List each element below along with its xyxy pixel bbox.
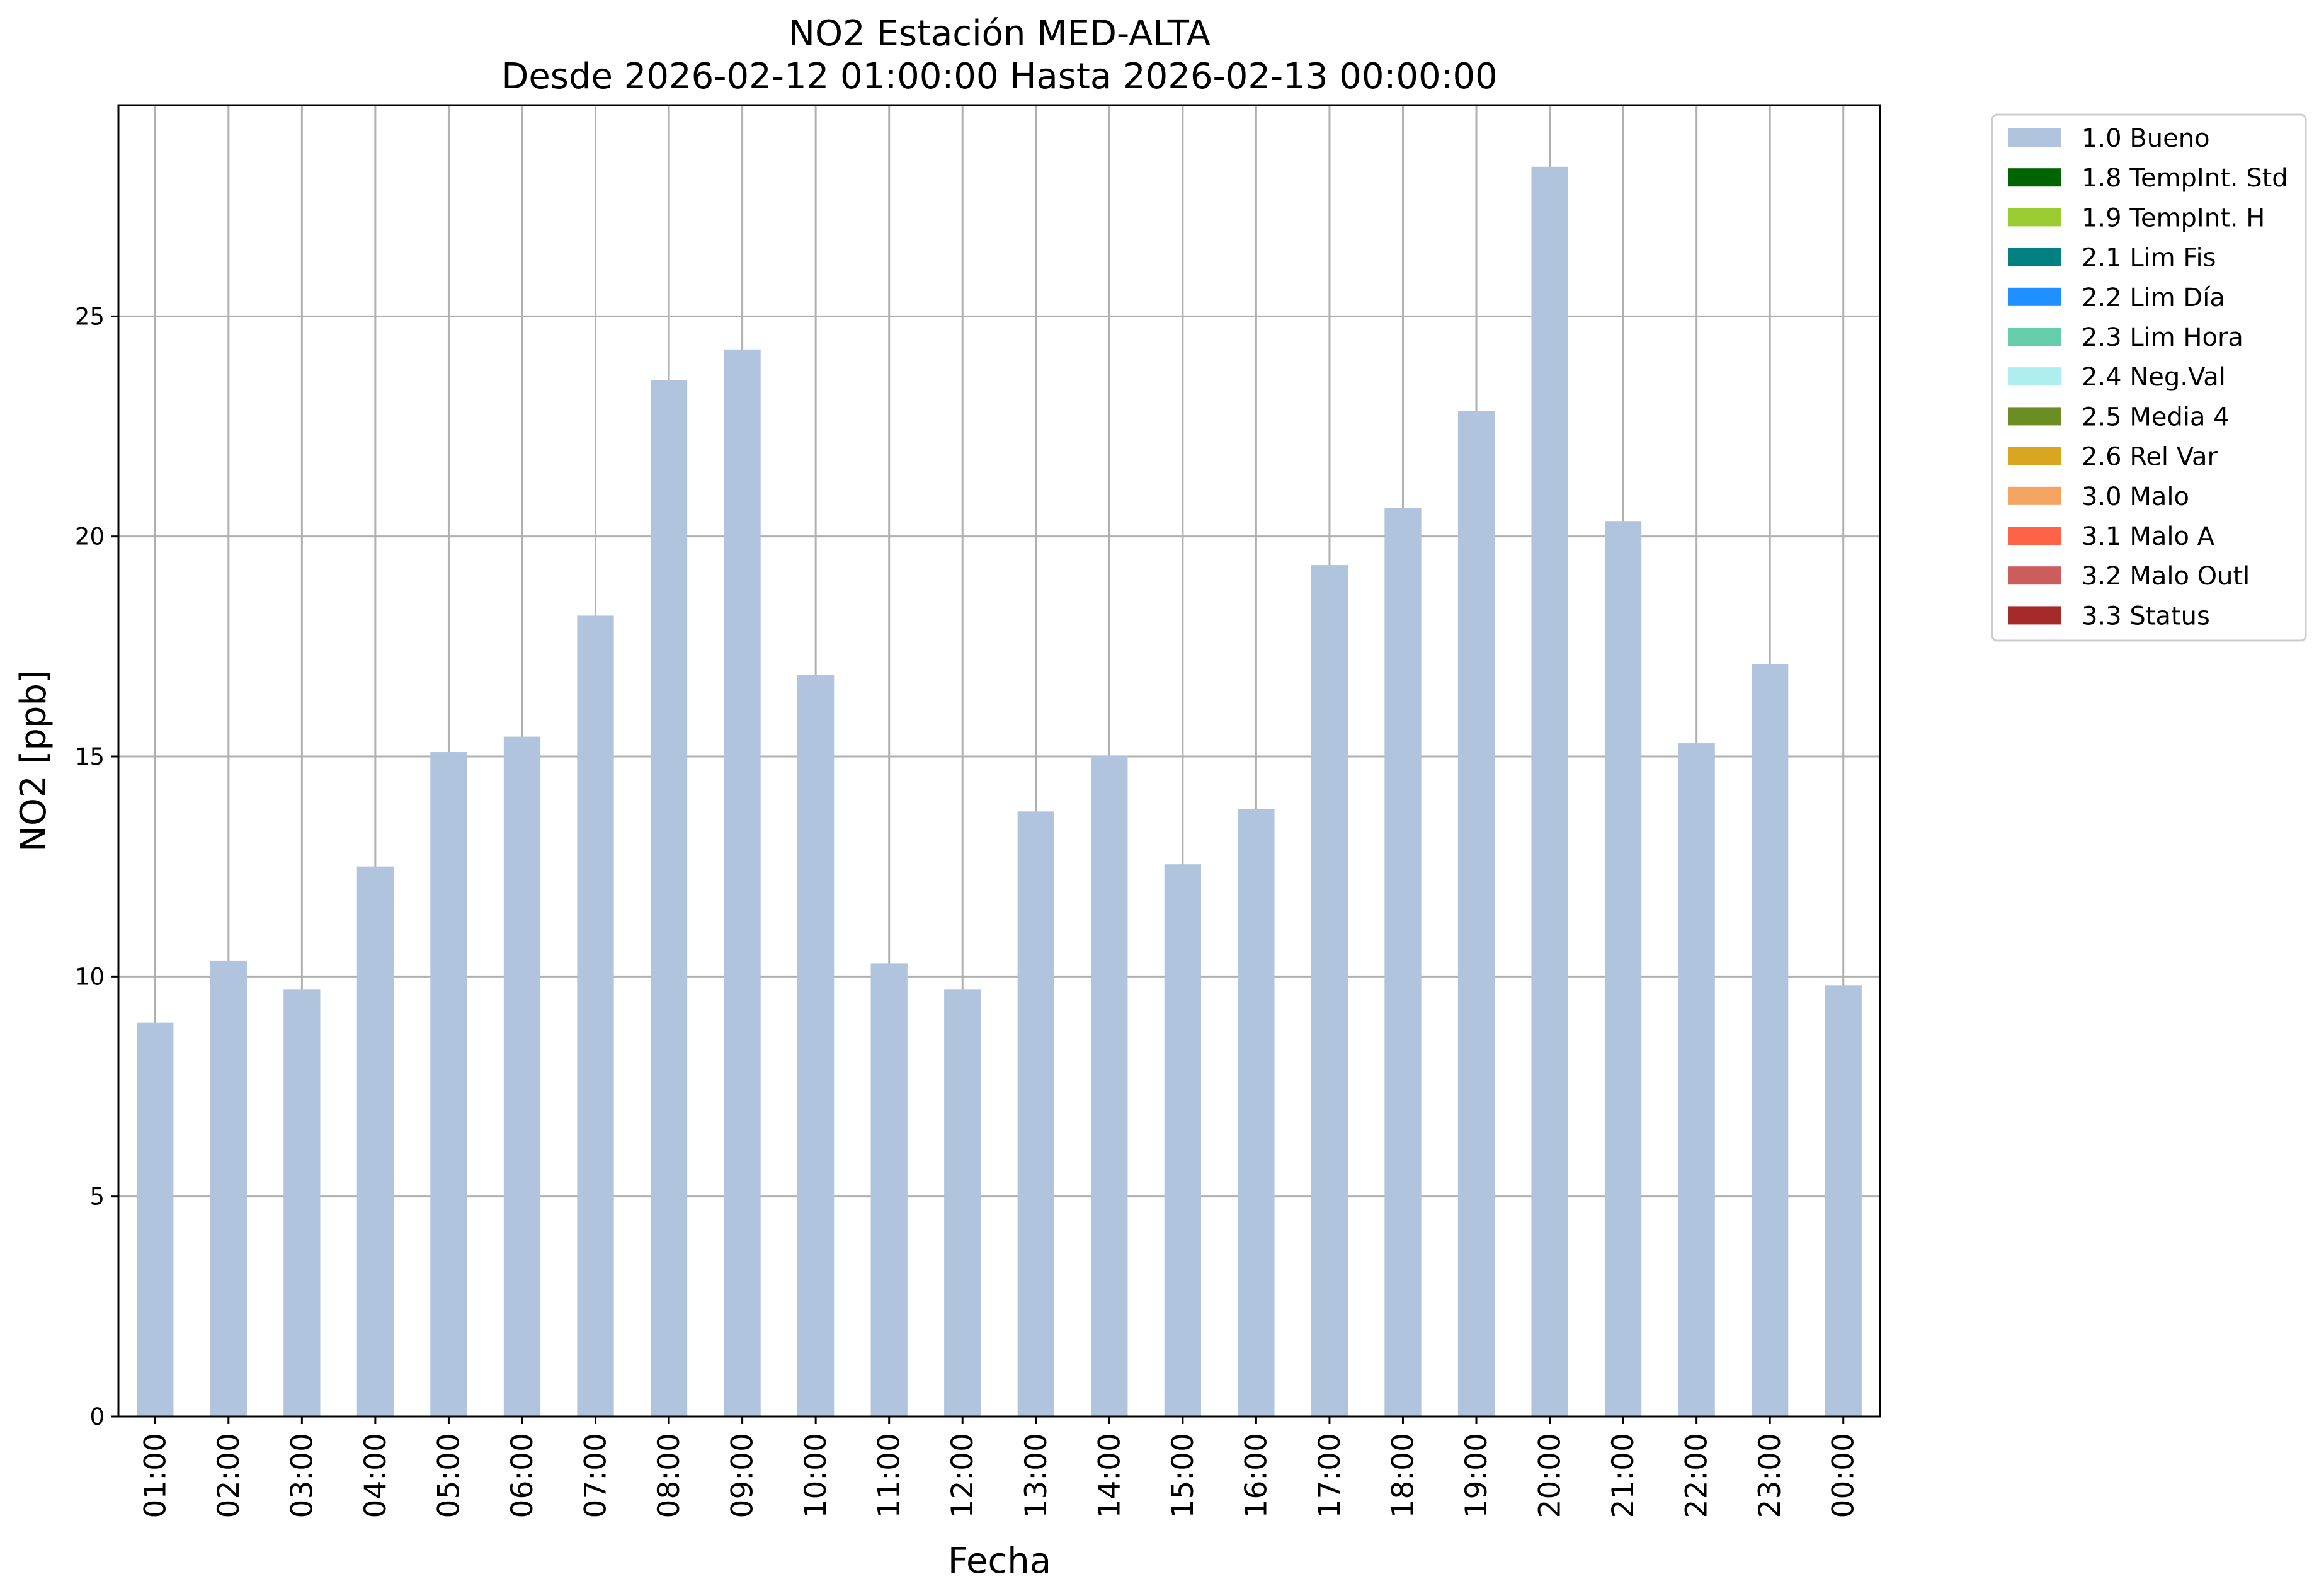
bar-1300 [1017,811,1054,1416]
legend-swatch [2008,287,2061,306]
y-tick-label: 20 [75,523,105,550]
x-tick-label: 17:00 [1313,1433,1347,1518]
x-tick-label: 12:00 [945,1433,980,1518]
bar-2100 [1604,521,1642,1416]
legend-swatch [2008,527,2061,545]
bar-2200 [1678,743,1715,1416]
legend-label: 1.8 TempInt. Std [2082,164,2288,193]
chart-subtitle: Desde 2026-02-12 01:00:00 Hasta 2026-02-… [501,56,1498,97]
legend-swatch [2008,168,2061,187]
legend-label: 2.4 Neg.Val [2082,363,2226,392]
x-tick-label: 20:00 [1533,1433,1568,1518]
legend-swatch [2008,566,2061,585]
x-tick-label: 18:00 [1386,1433,1420,1518]
legend-label: 1.9 TempInt. H [2082,203,2265,232]
chart-title: NO2 Estación MED-ALTA [789,13,1211,54]
legend: 1.0 Bueno 1.8 TempInt. Std 1.9 TempInt. H 2… [1991,113,2307,642]
x-tick-label: 06:00 [505,1433,540,1518]
legend-label: 2.1 Lim Fis [2082,244,2216,273]
y-axis-ticks: 0 5 10 15 20 25 [75,303,118,1430]
x-tick-label: 08:00 [652,1433,687,1518]
legend-swatch [2008,407,2061,426]
legend-label: 2.5 Media 4 [2082,402,2230,431]
x-tick-label: 11:00 [872,1433,907,1518]
y-tick-label: 0 [89,1403,105,1430]
bar-0600 [503,736,541,1416]
y-axis-label: NO2 [ppb] [13,670,54,852]
legend-swatch [2008,367,2061,386]
bar-0200 [210,960,247,1416]
plot-frame [117,104,1881,1418]
x-axis-label: Fecha [948,1541,1051,1582]
legend-label: 1.0 Bueno [2082,124,2210,153]
x-tick-label: 21:00 [1606,1433,1641,1518]
legend-swatch [2008,447,2061,465]
x-tick-label: 05:00 [431,1433,466,1518]
x-tick-label: 03:00 [285,1433,319,1518]
bar-1700 [1311,565,1348,1416]
bar-0900 [724,349,761,1416]
legend-swatch [2008,248,2061,266]
x-tick-label: 02:00 [212,1433,246,1518]
x-tick-label: 07:00 [579,1433,613,1518]
y-tick-label: 5 [89,1183,105,1211]
x-tick-label: 10:00 [799,1433,833,1518]
x-tick-label: 00:00 [1826,1433,1861,1518]
legend-entries: 1.0 Bueno 1.8 TempInt. Std 1.9 TempInt. H 2… [2008,124,2288,630]
legend-swatch [2008,208,2061,227]
legend-label: 3.2 Malo Outl [2082,562,2250,591]
x-tick-label: 23:00 [1753,1433,1787,1518]
x-tick-label: 01:00 [138,1433,173,1518]
legend-swatch [2008,606,2061,625]
bar-1500 [1164,864,1201,1416]
x-tick-label: 09:00 [726,1433,760,1518]
x-axis-ticks: 01:00 02:00 03:00 04:00 05:00 06:00 07:00 08:00… [138,1416,1861,1518]
bar-1400 [1091,756,1128,1416]
y-tick-label: 10 [75,963,105,990]
legend-label: 2.6 Rel Var [2082,443,2218,472]
bar-0300 [283,989,321,1416]
bar-1100 [870,963,908,1416]
legend-label: 2.3 Lim Hora [2082,323,2243,352]
bar-0400 [356,866,394,1416]
bar-2300 [1752,664,1789,1416]
legend-label: 3.3 Status [2082,601,2210,630]
legend-label: 3.1 Malo A [2082,522,2215,551]
x-tick-label: 13:00 [1019,1433,1054,1518]
y-tick-label: 15 [75,743,105,770]
x-tick-label: 14:00 [1092,1433,1127,1518]
bar-0500 [430,752,467,1416]
legend-swatch [2008,328,2061,346]
x-tick-label: 22:00 [1680,1433,1714,1518]
bar-0100 [137,1022,174,1416]
bars [137,166,1862,1417]
x-tick-label: 16:00 [1239,1433,1273,1518]
x-tick-label: 15:00 [1166,1433,1200,1518]
legend-label: 2.2 Lim Día [2082,283,2225,312]
bar-1000 [797,675,835,1416]
legend-swatch [2008,486,2061,505]
bar-0800 [650,380,688,1416]
x-tick-label: 04:00 [358,1433,393,1518]
y-tick-label: 25 [75,303,105,330]
bar-1200 [944,989,981,1416]
bar-0700 [577,615,614,1417]
x-tick-label: 19:00 [1459,1433,1494,1518]
bar-1900 [1457,411,1495,1416]
legend-label: 3.0 Malo [2082,482,2189,511]
bar-1800 [1384,508,1422,1417]
bar-2000 [1531,166,1568,1417]
bar-0000 [1825,985,1862,1416]
plot-area [118,105,1880,1416]
bar-1600 [1238,809,1275,1416]
legend-frame [1991,113,2307,642]
legend-swatch [2008,128,2061,147]
